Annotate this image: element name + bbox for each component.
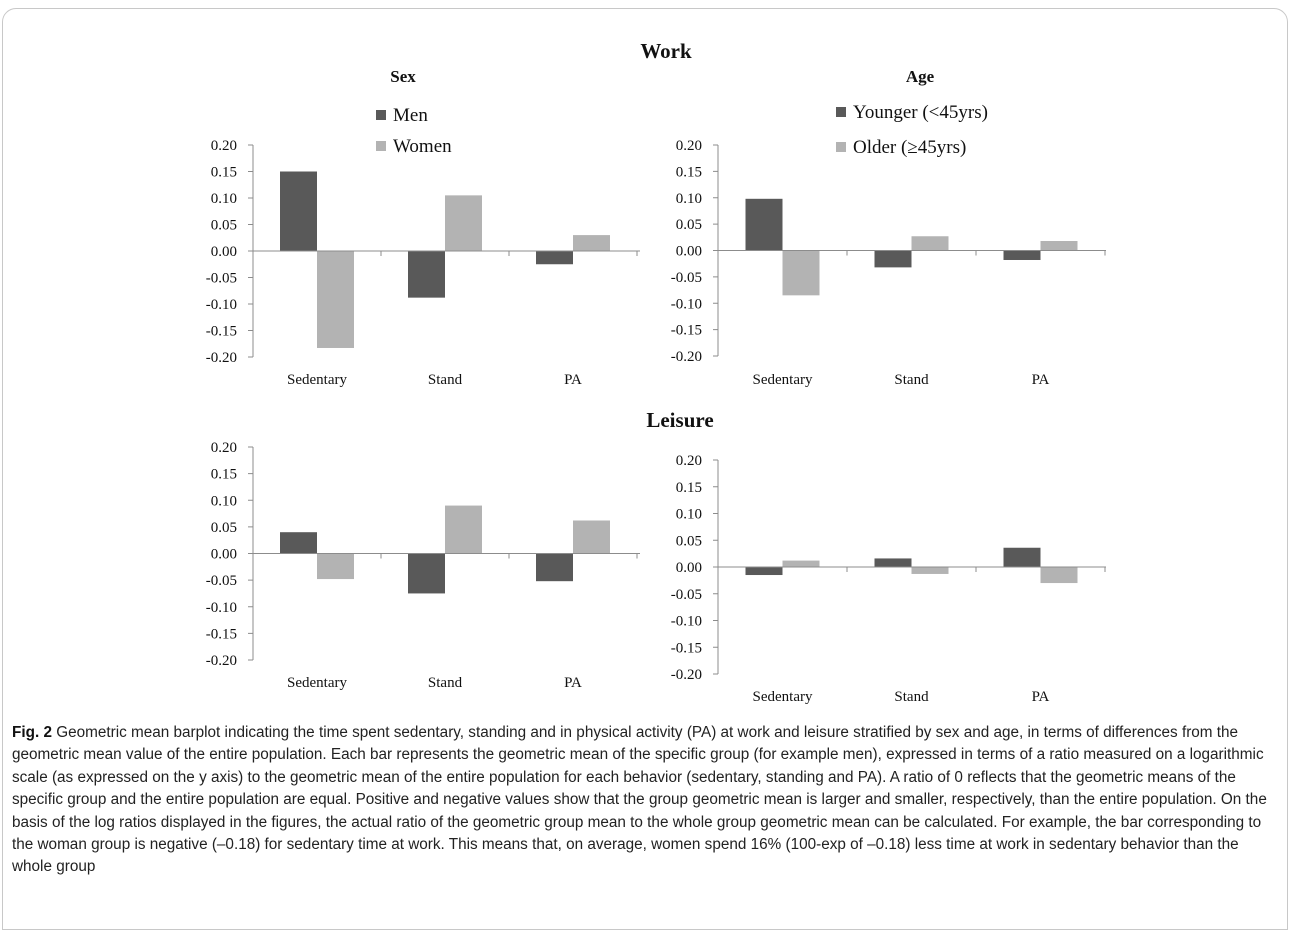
y-tick-label: 0.10 [676, 191, 702, 207]
y-tick-label: 0.15 [211, 467, 237, 483]
category-label: Stand [428, 675, 463, 691]
figure-caption: Fig. 2 Geometric mean barplot indicating… [12, 722, 1274, 879]
section-title-leisure: Leisure [646, 408, 713, 432]
y-tick-label: -0.10 [206, 297, 237, 313]
category-label: Sedentary [287, 372, 347, 388]
y-tick-label: -0.10 [206, 600, 237, 616]
y-tick-label: 0.10 [211, 493, 237, 509]
bar-sedentary-series-2 [782, 560, 820, 567]
category-label: PA [1032, 372, 1050, 388]
chart-panel-1: 0.20 0.15 0.10 0.05 0.00 -0.05 -0.10 -0.15 -0.20… [206, 67, 640, 388]
category-label: PA [1032, 689, 1050, 705]
y-tick-label: 0.00 [211, 244, 237, 260]
section-title-work: Work [640, 39, 692, 63]
y-tick-label: -0.05 [206, 271, 237, 287]
bar-sedentary-series-2 [317, 553, 354, 580]
y-tick-label: -0.10 [671, 614, 702, 630]
category-label: Stand [894, 689, 929, 705]
y-tick-label: 0.20 [676, 138, 702, 154]
category-label: Sedentary [753, 372, 813, 388]
legend-swatch [376, 141, 386, 151]
legend-label: Men [393, 105, 428, 126]
y-tick-label: -0.15 [206, 324, 237, 340]
y-tick-label: -0.15 [671, 640, 702, 656]
bar-pa-series-1 [536, 251, 573, 265]
y-tick-label: 0.10 [676, 507, 702, 523]
bar-pa-series-2 [1040, 567, 1078, 584]
legend-swatch [836, 142, 846, 152]
chart-panel-3: 0.20 0.15 0.10 0.05 0.00 -0.05 -0.10 -0.15 -0.20… [206, 440, 640, 691]
y-tick-label: 0.10 [211, 191, 237, 207]
bar-stand-series-1 [874, 558, 912, 567]
bar-sedentary-series-2 [782, 250, 820, 296]
y-tick-label: -0.05 [671, 270, 702, 286]
bar-pa-series-2 [573, 235, 610, 251]
y-tick-label: 0.05 [676, 533, 702, 549]
y-tick-label: 0.20 [211, 138, 237, 154]
figure-charts: Work Leisure 0.20 0.15 0.10 0.05 0.00 -0.05 -0… [206, 39, 1106, 705]
y-tick-label: 0.00 [211, 547, 237, 563]
figure-frame [2, 8, 1288, 930]
bar-stand-series-1 [408, 251, 445, 298]
bar-sedentary-series-1 [280, 171, 317, 251]
y-tick-label: 0.15 [676, 164, 702, 180]
bar-stand-series-2 [911, 236, 949, 251]
y-tick-label: -0.20 [206, 350, 237, 366]
bar-stand-series-2 [911, 567, 949, 574]
y-tick-label: 0.15 [676, 480, 702, 496]
category-label: PA [564, 372, 582, 388]
legend-label: Older (≥45yrs) [853, 137, 966, 158]
chart-panel-4: 0.20 0.15 0.10 0.05 0.00 -0.05 -0.10 -0.15 -0.20… [671, 453, 1106, 705]
y-tick-label: 0.00 [676, 244, 702, 260]
bar-stand-series-1 [874, 250, 912, 268]
y-tick-label: 0.20 [211, 440, 237, 456]
figure-label: Fig. 2 [12, 724, 52, 741]
bar-pa-series-1 [536, 553, 573, 582]
caption-text: Geometric mean barplot indicating the ti… [12, 724, 1267, 876]
y-tick-label: -0.15 [671, 323, 702, 339]
y-tick-label: 0.05 [211, 218, 237, 234]
chart-title: Sex [390, 67, 416, 86]
bar-sedentary-series-1 [745, 198, 783, 251]
category-label: Sedentary [753, 689, 813, 705]
category-label: Stand [428, 372, 463, 388]
bar-pa-series-2 [1040, 241, 1078, 251]
y-tick-label: -0.20 [206, 653, 237, 669]
bar-pa-series-1 [1003, 250, 1041, 260]
chart-panel-2: 0.20 0.15 0.10 0.05 0.00 -0.05 -0.10 -0.15 -0.20… [671, 67, 1106, 388]
category-label: Stand [894, 372, 929, 388]
chart-title: Age [906, 67, 935, 86]
bar-sedentary-series-2 [317, 251, 354, 348]
y-tick-label: 0.20 [676, 453, 702, 469]
bar-stand-series-2 [445, 505, 482, 554]
y-tick-label: -0.05 [206, 573, 237, 589]
y-tick-label: 0.00 [676, 560, 702, 576]
y-tick-label: -0.20 [671, 667, 702, 683]
y-tick-label: -0.05 [671, 587, 702, 603]
y-tick-label: -0.10 [671, 296, 702, 312]
bar-stand-series-2 [445, 195, 482, 251]
category-label: PA [564, 675, 582, 691]
legend-swatch [376, 110, 386, 120]
y-tick-label: 0.15 [211, 165, 237, 181]
bar-sedentary-series-1 [280, 532, 317, 554]
bar-pa-series-2 [573, 520, 610, 554]
y-tick-label: -0.20 [671, 349, 702, 365]
bar-stand-series-1 [408, 553, 445, 594]
bar-pa-series-1 [1003, 547, 1041, 567]
legend-label: Younger (<45yrs) [853, 102, 988, 123]
y-tick-label: 0.05 [676, 217, 702, 233]
category-label: Sedentary [287, 675, 347, 691]
legend-swatch [836, 107, 846, 117]
legend-label: Women [393, 136, 452, 157]
y-tick-label: 0.05 [211, 520, 237, 536]
bar-sedentary-series-1 [745, 567, 783, 576]
y-tick-label: -0.15 [206, 626, 237, 642]
